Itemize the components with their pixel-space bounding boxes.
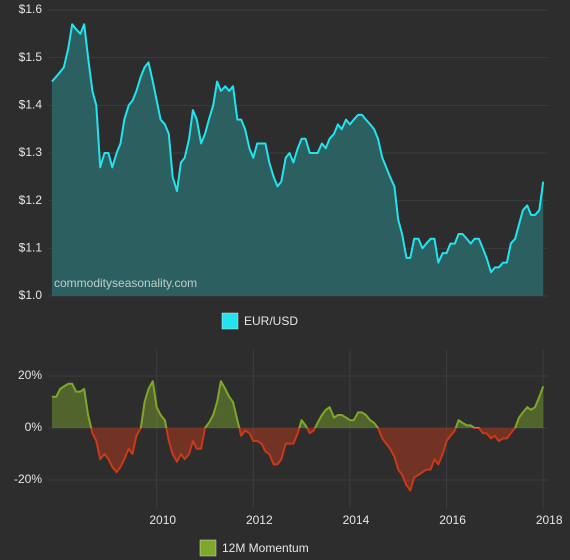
legend-swatch (199, 539, 217, 557)
legend-swatch (221, 312, 239, 330)
x-tick-label: 2016 (439, 513, 466, 527)
y-tick-label: 0% (25, 420, 43, 434)
y-tick-label: $1.1 (19, 241, 43, 255)
y-tick-label: $1.4 (19, 98, 43, 112)
y-tick-label: 20% (18, 368, 42, 382)
legend-label: EUR/USD (244, 314, 298, 328)
series-line (51, 23, 545, 274)
x-tick-label: 2014 (343, 513, 370, 527)
x-tick-label: 2012 (246, 513, 273, 527)
y-tick-label: $1.3 (19, 145, 43, 159)
x-tick-label: 2010 (149, 513, 176, 527)
series-area (51, 381, 544, 428)
series-area (51, 428, 544, 491)
series-area (51, 24, 544, 297)
y-tick-label: -20% (14, 472, 42, 486)
y-tick-label: $1.5 (19, 50, 43, 64)
watermark: commodityseasonality.com (54, 276, 197, 290)
legend-label: 12M Momentum (222, 541, 309, 555)
y-tick-label: $1.2 (19, 193, 43, 207)
y-tick-label: $1.0 (19, 288, 43, 302)
x-tick-label: 2018 (536, 513, 563, 527)
y-tick-label: $1.6 (19, 2, 43, 16)
series-line (51, 380, 545, 428)
series-line (90, 428, 517, 492)
